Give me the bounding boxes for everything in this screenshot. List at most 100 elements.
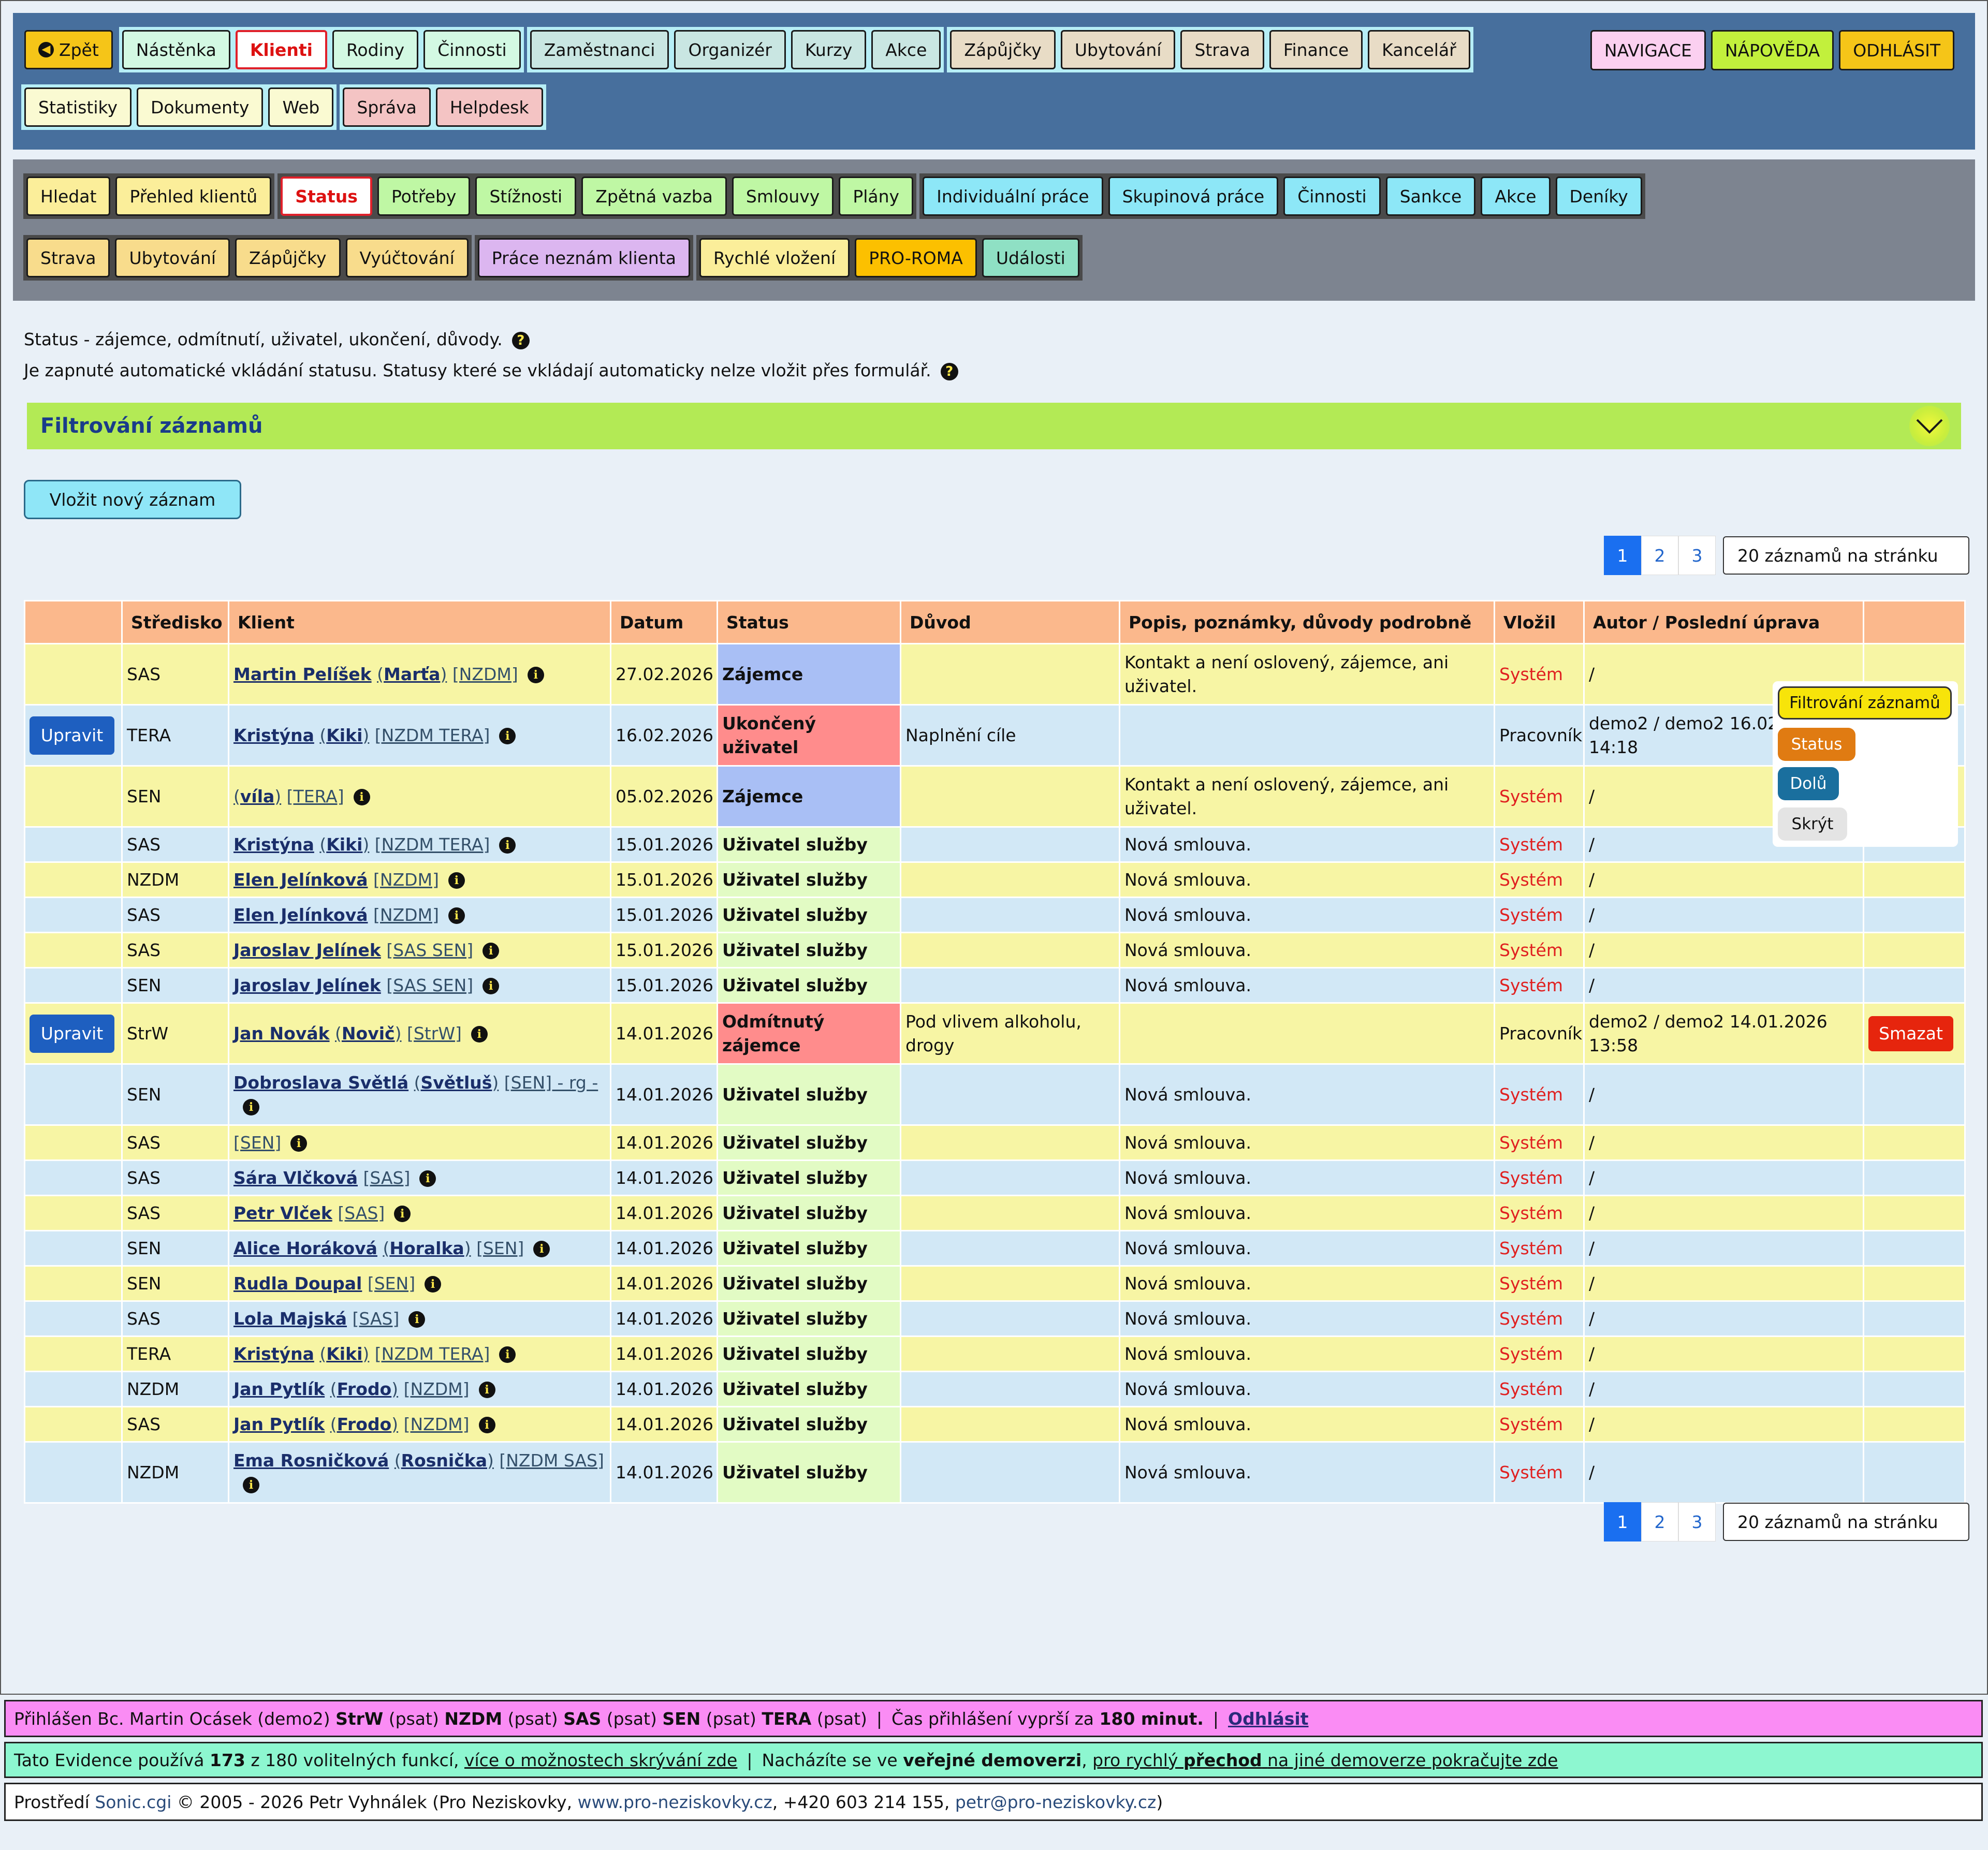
client-nav-zapujcky-button[interactable]: Zápůjčky: [235, 238, 341, 277]
napoveda-button[interactable]: NÁPOVĚDA: [1711, 30, 1834, 70]
info-icon[interactable]: i: [353, 789, 370, 805]
page-1-link[interactable]: 1: [1604, 536, 1641, 575]
client-link[interactable]: (víla) [TERA]: [233, 786, 344, 806]
client-nav-status-button[interactable]: Status: [281, 177, 372, 216]
client-link[interactable]: Jan Novák (Novič) [StrW]: [233, 1023, 462, 1044]
help-icon[interactable]: ?: [511, 331, 530, 349]
client-link[interactable]: Elen Jelínková [NZDM]: [233, 905, 439, 925]
client-nav-potreby-button[interactable]: Potřeby: [377, 177, 471, 216]
client-link[interactable]: Jan Pytlík (Frodo) [NZDM]: [233, 1378, 470, 1399]
client-nav-stiznosti-button[interactable]: Stížnosti: [475, 177, 577, 216]
info-icon[interactable]: i: [425, 1276, 442, 1293]
info-icon[interactable]: i: [471, 1026, 488, 1043]
web-link[interactable]: www.pro-neziskovky.cz: [577, 1792, 772, 1812]
client-link[interactable]: Kristýna (Kiki) [NZDM TERA]: [233, 725, 490, 745]
page-3-link[interactable]: 3: [1678, 1502, 1716, 1541]
delete-button[interactable]: Smazat: [1868, 1016, 1953, 1051]
new-record-button[interactable]: Vložit nový záznam: [24, 480, 241, 519]
nav-zamestnanci-button[interactable]: Zaměstnanci: [530, 30, 669, 69]
features-link[interactable]: více o možnostech skrývání zde: [464, 1750, 738, 1770]
navigace-button[interactable]: NAVIGACE: [1590, 30, 1706, 70]
info-icon[interactable]: i: [499, 728, 516, 744]
odhlasit-button[interactable]: ODHLÁSIT: [1839, 30, 1954, 70]
nav-klienti-button[interactable]: Klienti: [235, 30, 327, 69]
nav-akce-button[interactable]: Akce: [871, 30, 941, 69]
client-link[interactable]: Petr Vlček [SAS]: [233, 1203, 385, 1223]
float-hide-button[interactable]: Skrýt: [1778, 807, 1847, 841]
nav-nastenka-button[interactable]: Nástěnka: [122, 30, 230, 69]
nav-statistiky-button[interactable]: Statistiky: [24, 87, 131, 127]
nav-helpdesk-button[interactable]: Helpdesk: [435, 87, 543, 127]
nav-kurzy-button[interactable]: Kurzy: [791, 30, 867, 69]
page-2-link[interactable]: 2: [1641, 1502, 1678, 1541]
client-link[interactable]: Ema Rosničková (Rosnička) [NZDM SAS]: [233, 1450, 604, 1471]
info-icon[interactable]: i: [478, 1417, 495, 1433]
help-icon[interactable]: ?: [940, 362, 958, 380]
info-icon[interactable]: i: [483, 943, 500, 959]
per-page-select[interactable]: 20 záznamů na stránku: [1723, 536, 1969, 575]
client-nav-ubytovani-button[interactable]: Ubytování: [115, 238, 230, 277]
client-link[interactable]: Jaroslav Jelínek [SAS SEN]: [233, 975, 473, 995]
edit-button[interactable]: Upravit: [30, 716, 114, 755]
nav-dokumenty-button[interactable]: Dokumenty: [136, 87, 264, 127]
page-2-link[interactable]: 2: [1641, 536, 1678, 575]
client-link[interactable]: Jan Pytlík (Frodo) [NZDM]: [233, 1414, 470, 1434]
client-nav-smlouvy-button[interactable]: Smlouvy: [732, 177, 834, 216]
client-link[interactable]: Dobroslava Světlá (Světluš) [SEN] - rg -: [233, 1072, 598, 1093]
client-link[interactable]: Alice Horáková (Horalka) [SEN]: [233, 1238, 524, 1258]
nav-ubytovani-button[interactable]: Ubytování: [1060, 30, 1176, 69]
info-icon[interactable]: i: [243, 1477, 259, 1493]
client-link[interactable]: Elen Jelínková [NZDM]: [233, 870, 439, 890]
info-icon[interactable]: i: [394, 1206, 411, 1222]
client-nav-cinnosti-button[interactable]: Činnosti: [1283, 177, 1381, 216]
chevron-down-icon[interactable]: [1909, 406, 1950, 446]
info-icon[interactable]: i: [499, 1346, 516, 1363]
nav-cinnosti-button[interactable]: Činnosti: [423, 30, 521, 69]
info-icon[interactable]: i: [408, 1311, 426, 1328]
info-icon[interactable]: i: [533, 1241, 550, 1257]
edit-button[interactable]: Upravit: [30, 1014, 114, 1053]
client-link[interactable]: [SEN]: [233, 1133, 281, 1153]
client-link[interactable]: Lola Majská [SAS]: [233, 1309, 399, 1329]
nav-rodiny-button[interactable]: Rodiny: [332, 30, 419, 69]
client-link[interactable]: Kristýna (Kiki) [NZDM TERA]: [233, 1343, 490, 1364]
float-down-button[interactable]: Dolů: [1778, 767, 1839, 800]
client-nav-hledat-button[interactable]: Hledat: [26, 177, 111, 216]
nav-zpet-button[interactable]: ◀ Zpět: [24, 30, 113, 69]
info-icon[interactable]: i: [243, 1099, 259, 1115]
info-icon[interactable]: i: [419, 1170, 436, 1187]
client-link[interactable]: Rudla Doupal [SEN]: [233, 1273, 415, 1294]
float-status-button[interactable]: Status: [1778, 728, 1855, 761]
client-nav-deniky-button[interactable]: Deníky: [1555, 177, 1642, 216]
client-link[interactable]: Sára Vlčková [SAS]: [233, 1168, 410, 1188]
nav-finance-button[interactable]: Finance: [1269, 30, 1363, 69]
client-link[interactable]: Kristýna (Kiki) [NZDM TERA]: [233, 834, 490, 855]
client-nav-zpetna-vazba-button[interactable]: Zpětná vazba: [581, 177, 727, 216]
filter-bar[interactable]: Filtrování záznamů: [27, 403, 1961, 449]
info-icon[interactable]: i: [499, 837, 516, 854]
client-nav-plany-button[interactable]: Plány: [839, 177, 914, 216]
client-nav-skupinova-prace-button[interactable]: Skupinová práce: [1108, 177, 1279, 216]
nav-web-button[interactable]: Web: [268, 87, 334, 127]
nav-kancelar-button[interactable]: Kancelář: [1368, 30, 1470, 69]
info-icon[interactable]: i: [483, 978, 500, 994]
client-nav-udalosti-button[interactable]: Události: [982, 238, 1079, 277]
nav-zapujcky-button[interactable]: Zápůjčky: [950, 30, 1056, 69]
client-link[interactable]: Martin Pelíšek (Marťa) [NZDM]: [233, 664, 518, 684]
info-icon[interactable]: i: [478, 1382, 495, 1398]
client-nav-individualni-prace-button[interactable]: Individuální práce: [923, 177, 1103, 216]
info-icon[interactable]: i: [448, 907, 465, 924]
client-nav-pro-roma-button[interactable]: PRO-ROMA: [855, 238, 977, 277]
info-icon[interactable]: i: [290, 1135, 308, 1152]
sonic-link[interactable]: Sonic.cgi: [95, 1792, 172, 1812]
nav-sprava-button[interactable]: Správa: [343, 87, 431, 127]
info-icon[interactable]: i: [448, 872, 465, 889]
info-icon[interactable]: i: [527, 667, 544, 683]
page-1-link[interactable]: 1: [1604, 1502, 1641, 1541]
client-nav-strava-button[interactable]: Strava: [26, 238, 110, 277]
client-nav-prace-neznam-klienta-button[interactable]: Práce neznám klienta: [477, 238, 690, 277]
client-nav-rychle-vlozeni-button[interactable]: Rychlé vložení: [699, 238, 850, 277]
nav-organizer-button[interactable]: Organizér: [674, 30, 786, 69]
per-page-select[interactable]: 20 záznamů na stránku: [1723, 1503, 1969, 1541]
client-nav-sankce-button[interactable]: Sankce: [1385, 177, 1476, 216]
